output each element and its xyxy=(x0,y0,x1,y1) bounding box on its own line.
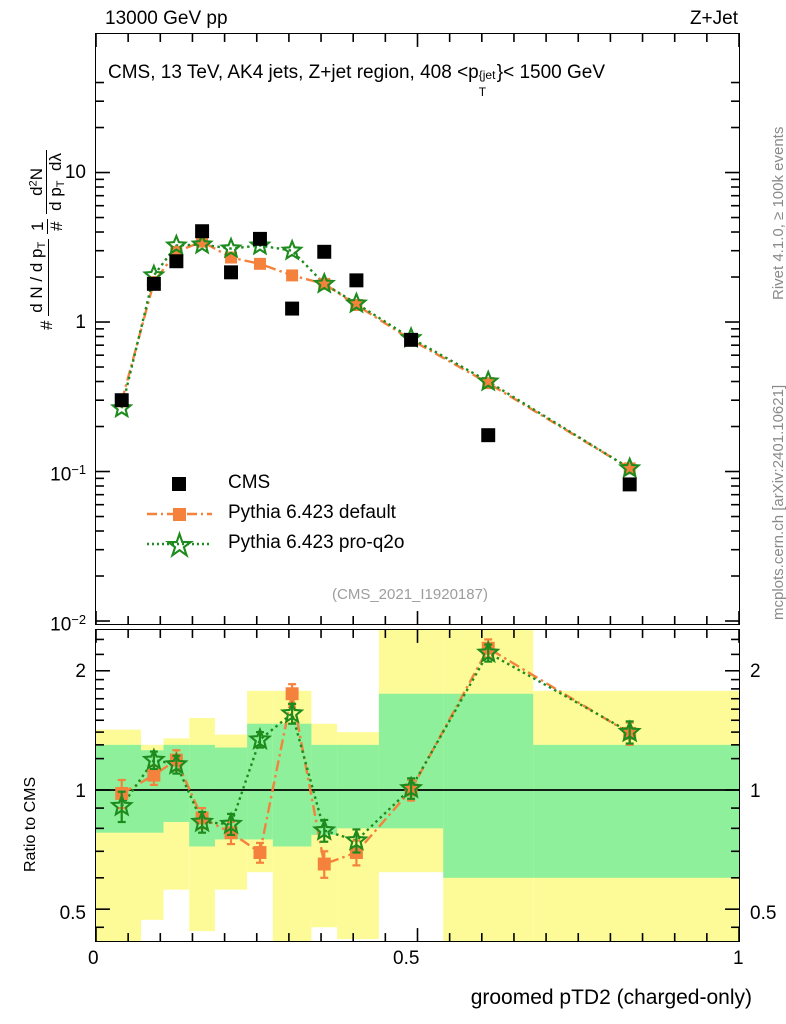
main-marker-cms xyxy=(349,273,364,288)
main-marker-cms xyxy=(146,276,161,291)
ratio-band-inner xyxy=(337,744,379,829)
ratio-marker-pythia-default xyxy=(285,687,299,701)
ratio-plot-panel xyxy=(95,629,740,942)
rivet-version-caption: Rivet 4.1.0, ≥ 100k events xyxy=(770,126,786,300)
ratio-ytick-2-left: 2 xyxy=(75,661,86,682)
ytick-1e-1: 10−1 xyxy=(50,462,86,486)
main-marker-cms xyxy=(285,301,300,316)
main-curve-pythia-proq2o xyxy=(120,243,631,470)
ratio-ytick-05-left: 0.5 xyxy=(59,903,86,924)
main-marker-cms xyxy=(114,393,129,408)
ratio-marker-pythia-proq2o xyxy=(312,817,337,841)
ratio-plot-canvas xyxy=(96,630,739,941)
xtick-05: 0.5 xyxy=(393,948,420,969)
ratio-marker-pythia-proq2o xyxy=(189,809,215,833)
main-marker-pythia-proq2o xyxy=(312,271,336,294)
main-marker-cms xyxy=(481,428,496,443)
x-axis-title: groomed pTD2 (charged-only) xyxy=(470,986,752,1009)
main-marker-pythia-proq2o xyxy=(219,236,243,259)
main-curve-pythia-default xyxy=(120,240,631,470)
header-process-label: Z+Jet xyxy=(689,8,738,29)
legend-key-dashdot-square-icon xyxy=(146,498,218,528)
main-marker-pythia-default xyxy=(318,277,331,290)
main-marker-pythia-default xyxy=(196,235,209,248)
ytick-10: 10 xyxy=(64,162,86,183)
legend-entry-cms: CMS xyxy=(146,468,404,498)
ratio-marker-pythia-proq2o xyxy=(398,775,424,799)
main-marker-pythia-proq2o xyxy=(164,233,189,256)
main-marker-pythia-default xyxy=(253,257,266,270)
legend-label-cms: CMS xyxy=(228,472,271,493)
mcplots-source-caption: mcplots.cern.ch [arXiv:2401.10621] xyxy=(770,384,786,620)
ratio-marker-pythia-proq2o xyxy=(141,747,167,771)
xtick-1: 1 xyxy=(733,948,744,969)
main-marker-cms xyxy=(252,231,267,246)
ytick-1: 1 xyxy=(75,312,86,333)
ratio-ytick-1-right: 1 xyxy=(750,781,761,802)
ratio-marker-pythia-default xyxy=(253,846,267,859)
ratio-band-inner xyxy=(533,744,739,878)
legend-entry-pythia-proq2o: Pythia 6.423 pro-q2o xyxy=(146,528,404,558)
ratio-band-inner xyxy=(141,750,164,833)
main-marker-pythia-default xyxy=(350,299,363,311)
ratio-marker-pythia-proq2o xyxy=(617,719,642,743)
ratio-curve-pythia-proq2o xyxy=(120,651,631,842)
main-marker-pythia-default xyxy=(170,245,183,258)
plot-title: CMS, 13 TeV, AK4 jets, Z+jet region, 408… xyxy=(108,62,606,99)
main-marker-pythia-default xyxy=(623,462,636,475)
main-marker-pythia-proq2o xyxy=(618,456,642,479)
legend-label-pythia-default: Pythia 6.423 default xyxy=(228,502,396,523)
main-marker-pythia-default xyxy=(482,377,495,390)
header-beam-label: 13000 GeV pp xyxy=(105,8,228,29)
main-marker-pythia-proq2o xyxy=(476,369,500,392)
plot-title-tail: }< 1500 GeV xyxy=(496,62,606,83)
ratio-y-axis-title-text: Ratio to CMS xyxy=(22,776,39,872)
main-marker-cms xyxy=(404,332,419,347)
ratio-marker-pythia-proq2o xyxy=(344,827,369,851)
plot-title-superscript: {jet xyxy=(478,68,496,82)
main-marker-pythia-proq2o xyxy=(190,232,214,255)
analysis-id-watermark: (CMS_2021_I1920187) xyxy=(332,586,488,603)
legend: CMS Pythia 6.423 default Pythia 6.423 pr… xyxy=(146,468,404,558)
main-marker-pythia-proq2o xyxy=(344,291,369,314)
main-y-axis-title: # d N / d pT 1 # d2N d pT dλ xyxy=(6,34,68,334)
ratio-band-inner xyxy=(378,693,444,829)
main-marker-cms xyxy=(317,244,332,259)
ratio-band-inner xyxy=(272,723,312,847)
main-marker-cms xyxy=(195,224,210,239)
ratio-marker-pythia-proq2o xyxy=(218,811,244,835)
legend-key-cms-square-icon xyxy=(146,468,218,498)
main-marker-pythia-default xyxy=(286,269,299,282)
main-marker-pythia-proq2o xyxy=(280,238,304,261)
ratio-marker-pythia-proq2o xyxy=(279,700,305,724)
legend-key-dotted-star-icon xyxy=(146,528,218,558)
main-marker-cms xyxy=(224,265,239,280)
legend-entry-pythia-default: Pythia 6.423 default xyxy=(146,498,404,528)
ratio-ytick-2-right: 2 xyxy=(750,661,761,682)
plot-title-subscript: T xyxy=(478,85,487,99)
main-plot-canvas xyxy=(96,34,739,624)
ratio-ytick-1-left: 1 xyxy=(75,781,86,802)
ratio-marker-pythia-proq2o xyxy=(164,751,189,775)
ratio-marker-pythia-proq2o xyxy=(247,726,273,750)
main-marker-pythia-default xyxy=(225,251,238,264)
ratio-band-inner xyxy=(443,693,534,878)
ratio-marker-pythia-default xyxy=(317,857,331,871)
main-plot-panel xyxy=(95,33,740,625)
ytick-1e-2: 10−2 xyxy=(50,612,86,636)
ratio-marker-pythia-proq2o xyxy=(476,640,501,664)
main-marker-cms xyxy=(169,254,184,269)
xtick-0: 0 xyxy=(88,948,99,969)
plot-title-head: CMS, 13 TeV, AK4 jets, Z+jet region, 408… xyxy=(108,62,479,83)
ratio-y-axis-title: Ratio to CMS xyxy=(22,700,42,880)
ratio-marker-pythia-default xyxy=(147,768,161,782)
legend-label-pythia-proq2o: Pythia 6.423 pro-q2o xyxy=(228,532,405,553)
ratio-marker-pythia-proq2o xyxy=(109,793,134,817)
ratio-ytick-05-right: 0.5 xyxy=(750,903,777,924)
main-marker-cms xyxy=(622,477,637,492)
